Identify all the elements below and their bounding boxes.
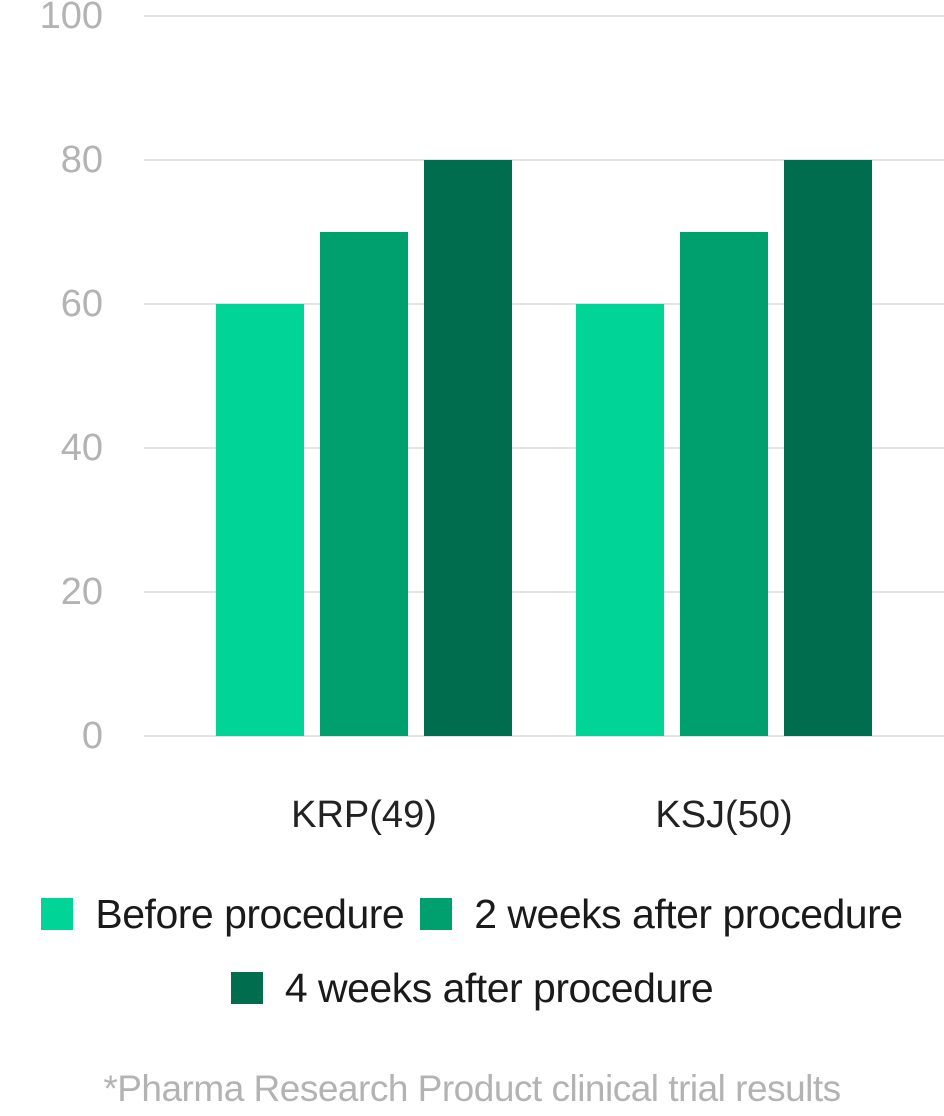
x-tick-label-2: KSJ(50) [655, 794, 792, 836]
legend-label-before-procedure: Before procedure [95, 890, 405, 937]
bar-2-series-1 [576, 304, 664, 736]
y-tick-label-80: 80 [61, 139, 103, 181]
legend-label-4-weeks-after-procedure: 4 weeks after procedure [284, 964, 714, 1011]
bars [216, 160, 872, 736]
legend-swatch-before-procedure [41, 898, 74, 930]
legend: Before procedure 2 weeks after procedure… [0, 888, 944, 1014]
bar-chart: 0 20 40 60 80 100 KRP(49) KSJ(50) [40, 0, 944, 836]
x-tick-label-1: KRP(49) [291, 794, 437, 836]
bar-1-series-1 [216, 304, 304, 736]
legend-item-before-procedure: Before procedure [41, 888, 405, 940]
legend-swatch-2-weeks-after-procedure [420, 898, 453, 930]
y-tick-label-40: 40 [61, 427, 103, 469]
legend-item-4-weeks-after-procedure: 4 weeks after procedure [230, 962, 714, 1014]
x-axis-tick-labels: KRP(49) KSJ(50) [291, 794, 793, 836]
legend-item-2-weeks-after-procedure: 2 weeks after procedure [420, 888, 903, 940]
footnote: *Pharma Research Product clinical trial … [103, 1068, 841, 1109]
legend-swatch-4-weeks-after-procedure [230, 972, 263, 1004]
legend-label-2-weeks-after-procedure: 2 weeks after procedure [474, 890, 903, 937]
bar-2-series-3 [784, 160, 872, 736]
y-axis-tick-labels: 0 20 40 60 80 100 [40, 0, 103, 757]
y-tick-label-20: 20 [61, 571, 103, 613]
bar-1-series-2 [320, 232, 408, 736]
y-tick-label-0: 0 [82, 715, 103, 757]
bar-2-series-2 [680, 232, 768, 736]
y-tick-label-100: 100 [40, 0, 103, 37]
y-tick-label-60: 60 [61, 283, 103, 325]
bar-1-series-3 [424, 160, 512, 736]
